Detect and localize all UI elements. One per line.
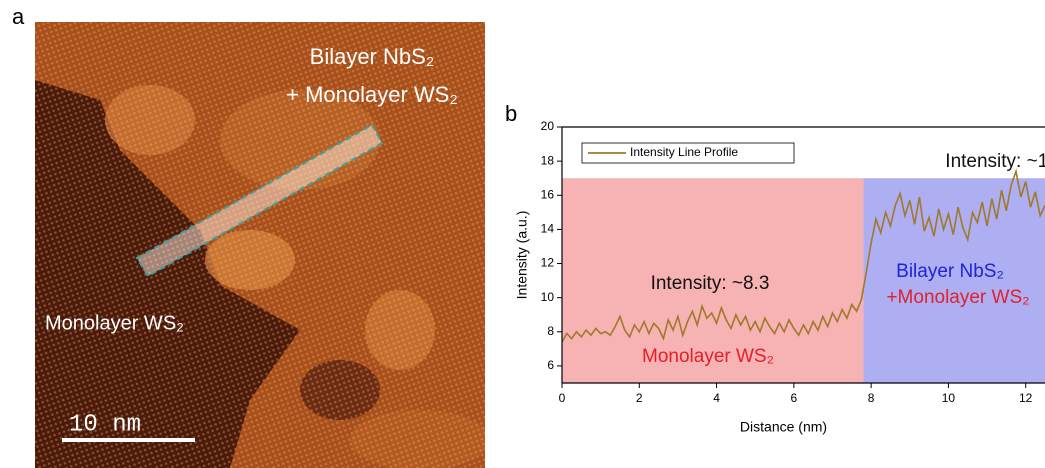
y-tick-label: 14 [541,222,555,236]
y-tick-label: 20 [541,119,555,133]
annotation: Intensity: ~8.3 [651,273,770,294]
x-tick-label: 8 [868,391,875,405]
image-label: + Monolayer WS₂ [286,82,458,107]
x-tick-label: 6 [790,391,797,405]
plot-area [562,168,1045,383]
x-tick-label: 0 [559,391,566,405]
shaded-region [562,178,864,383]
micrograph [35,22,485,468]
x-tick-label: 12 [1019,391,1033,405]
panel-label: a [12,4,25,29]
y-tick-label: 10 [541,290,555,304]
y-tick-label: 16 [541,187,555,201]
annotation: Intensity: ~14.8 [945,151,1045,172]
x-tick-label: 10 [942,391,956,405]
annotation: Bilayer NbS₂ [896,261,1004,282]
y-tick-label: 6 [547,358,554,372]
x-axis-label: Distance (nm) [740,419,827,435]
x-tick-label: 4 [713,391,720,405]
legend-label: Intensity Line Profile [630,145,738,159]
y-tick-label: 18 [541,153,555,167]
legend-box [581,142,795,164]
y-axis-label: Intensity (a.u.) [514,211,530,300]
x-tick-label: 2 [636,391,643,405]
annotation: Monolayer WS₂ [642,346,774,367]
line-series [562,168,1045,343]
scale-bar-label: 10 nm [69,411,141,438]
image-label: Bilayer NbS₂ [310,44,435,69]
image-label: Monolayer WS₂ [45,312,184,334]
y-tick-label: 12 [541,256,555,270]
y-tick-label: 8 [547,324,554,338]
annotation: +Monolayer WS₂ [886,287,1029,308]
panel-label: b [505,101,517,126]
